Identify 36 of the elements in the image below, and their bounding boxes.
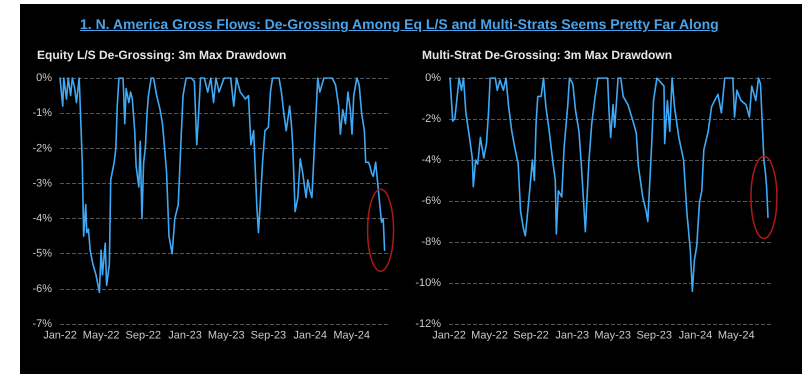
line-series [449, 77, 769, 292]
x-tick-label: Sep-23 [250, 330, 286, 342]
x-tick-label: Jan-24 [678, 330, 712, 342]
x-tick-label: Jan-23 [555, 330, 590, 342]
y-tick-label: -2% [32, 142, 52, 154]
y-tick-label: -6% [32, 282, 52, 295]
x-tick-label: Sep-22 [513, 330, 549, 342]
y-tick-label: -5% [32, 248, 52, 260]
y-tick-label: -7% [32, 318, 52, 330]
chart-title: Multi-Strat De-Grossing: 3m Max Drawdown [422, 48, 672, 62]
y-tick-label: -1% [32, 107, 52, 120]
y-tick-label: -4% [421, 154, 442, 166]
x-tick-label: Sep-23 [636, 330, 672, 342]
x-tick-label: May-22 [471, 330, 508, 342]
y-tick-label: -12% [415, 318, 442, 330]
x-tick-label: Jan-23 [168, 330, 202, 342]
y-tick-label: -2% [421, 113, 442, 125]
y-tick-label: 0% [425, 72, 442, 84]
x-tick-label: Jan-22 [43, 330, 77, 342]
y-tick-label: 0% [36, 72, 52, 84]
line-series [59, 77, 386, 294]
x-tick-label: Sep-22 [126, 330, 162, 342]
x-tick-label: May-23 [594, 330, 632, 342]
y-tick-label: -3% [32, 177, 52, 190]
x-tick-label: May-24 [333, 330, 370, 342]
x-tick-label: May-24 [718, 330, 755, 342]
x-tick-label: May-22 [82, 330, 120, 342]
x-tick-label: Jan-24 [293, 330, 328, 342]
x-tick-label: Jan-22 [432, 330, 466, 342]
y-tick-label: -8% [421, 236, 442, 248]
x-tick-label: May-23 [208, 330, 245, 342]
y-tick-label: -4% [32, 212, 52, 225]
y-tick-label: -10% [415, 277, 442, 289]
y-tick-label: -6% [421, 195, 442, 207]
text: 1. N. America Gross Flows: De-Grossing Among Eq L/S and Multi-Strats Seems Pretty Far Along [80, 16, 719, 32]
chart-title: Equity L/S De-Grossing: 3m Max Drawdown [37, 48, 286, 62]
